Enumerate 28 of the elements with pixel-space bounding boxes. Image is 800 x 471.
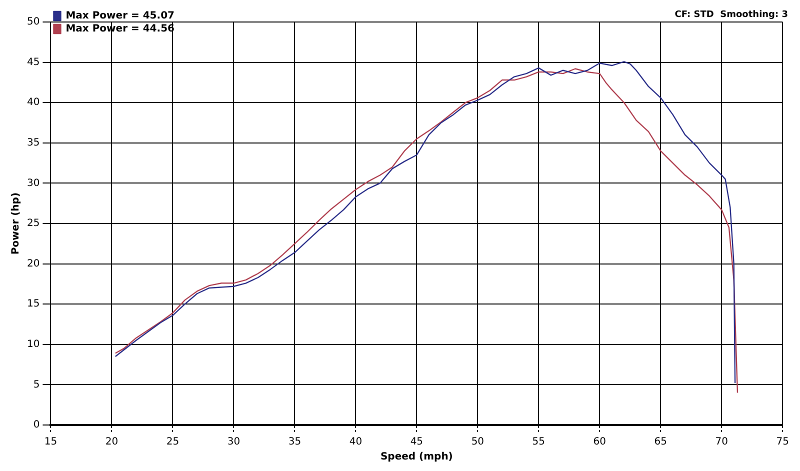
x-tick-label: 20 <box>105 436 118 448</box>
x-tick-label: 45 <box>410 436 424 448</box>
x-tick-label: 55 <box>532 436 546 448</box>
x-tick-label: 25 <box>166 436 180 448</box>
x-tick-label: 40 <box>349 436 362 448</box>
y-tick-label: 30 <box>26 178 40 189</box>
y-tick-label: 50 <box>26 16 40 28</box>
x-tick-label: 60 <box>593 436 606 448</box>
x-tick-label: 75 <box>776 436 790 448</box>
y-tick-label: 20 <box>26 258 40 270</box>
y-tick-label: 0 <box>33 420 40 431</box>
y-tick-label: 35 <box>26 137 40 148</box>
y-tick-label: 15 <box>26 298 40 310</box>
y-axis-title: Power (hp) <box>10 192 22 255</box>
x-tick-label: 30 <box>227 436 240 448</box>
y-tick-label: 5 <box>33 379 40 390</box>
legend-label: Max Power = 45.07 <box>66 10 175 22</box>
y-tick-label: 10 <box>26 338 40 350</box>
x-tick-label: 50 <box>471 436 484 448</box>
x-tick-label: 35 <box>288 436 302 448</box>
x-tick-label: 65 <box>654 436 668 448</box>
text: CF: STD Smoothing: 3 <box>674 10 788 20</box>
y-tick-label: 40 <box>26 97 40 108</box>
y-tick-label: 45 <box>26 56 40 68</box>
x-axis-title: Speed (mph) <box>380 452 453 463</box>
x-tick-label: 15 <box>44 436 58 448</box>
y-tick-label: 25 <box>26 218 40 230</box>
x-tick-label: 70 <box>715 436 728 448</box>
